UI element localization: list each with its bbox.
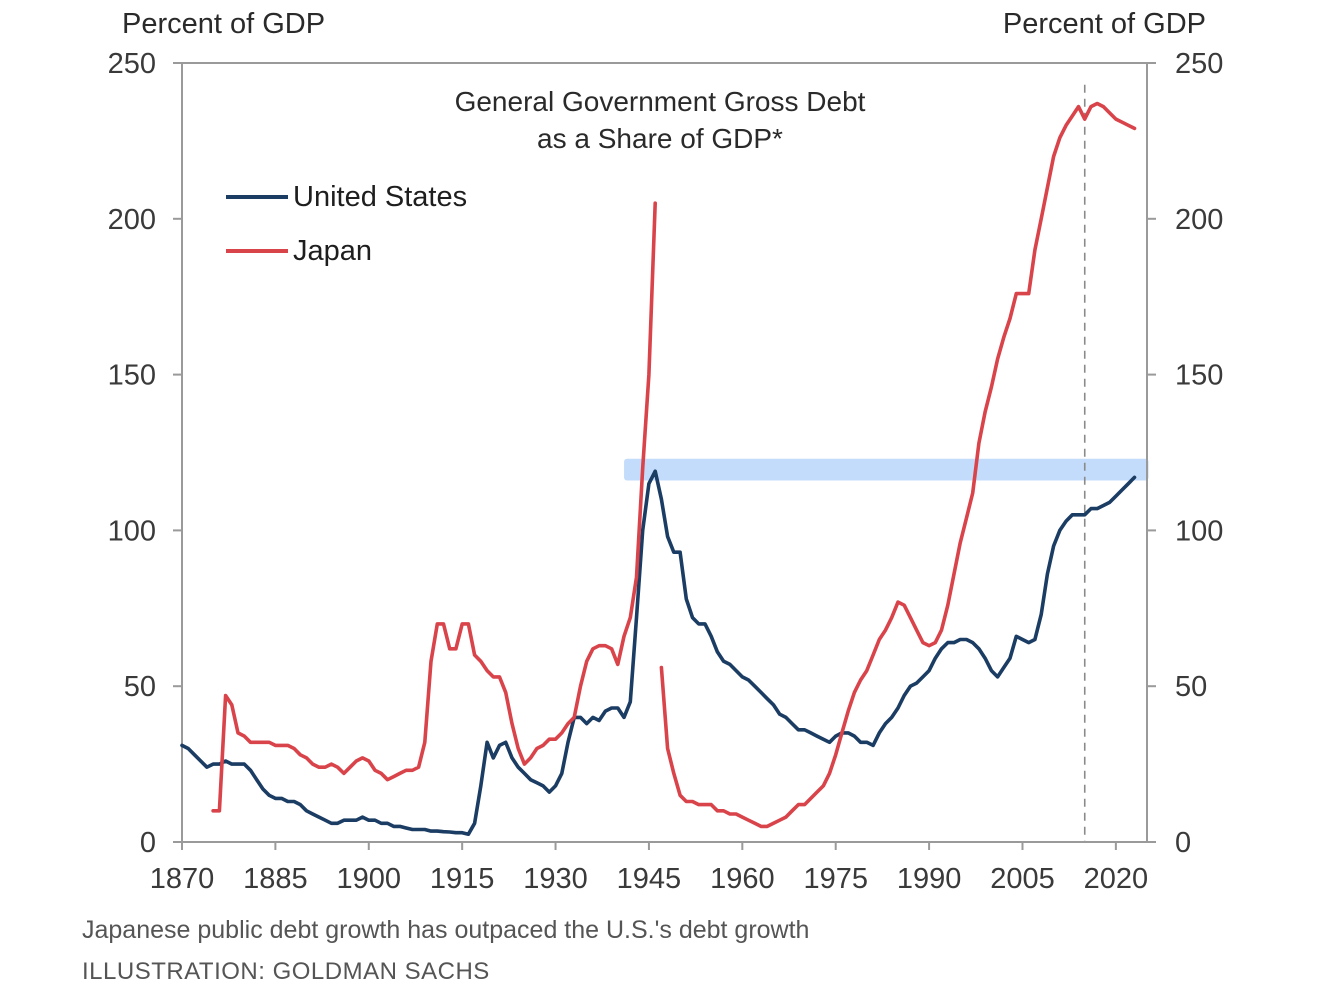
x-tick-label: 1930: [523, 863, 588, 895]
x-tick-label: 1960: [710, 863, 775, 895]
y-tick-label-left: 150: [108, 360, 156, 392]
x-tick-label: 1900: [337, 863, 402, 895]
highlight-band: [624, 458, 1149, 481]
y-tick-label-left: 100: [108, 515, 156, 547]
y-tick-label-right: 50: [1175, 671, 1207, 703]
y-tick-label-right: 250: [1175, 48, 1223, 80]
legend-japan-label: Japan: [293, 235, 372, 267]
x-tick-label: 1870: [150, 863, 215, 895]
chart-title-line1: General Government Gross Debt: [455, 86, 866, 117]
x-tick-label: 2005: [990, 863, 1055, 895]
x-tick-label: 1975: [803, 863, 868, 895]
y-tick-label-left: 200: [108, 204, 156, 236]
x-tick-label: 2020: [1084, 863, 1149, 895]
chart-title-line2: as a Share of GDP*: [537, 123, 783, 154]
x-tick-label: 1945: [617, 863, 682, 895]
y-axis-label-right: Percent of GDP: [1003, 8, 1206, 40]
y-tick-label-left: 0: [140, 827, 156, 859]
legend-us-label: United States: [293, 181, 467, 213]
y-tick-label-left: 50: [124, 671, 156, 703]
y-tick-label-right: 100: [1175, 515, 1223, 547]
y-tick-label-left: 250: [108, 48, 156, 80]
y-tick-label-right: 200: [1175, 204, 1223, 236]
x-tick-label: 1990: [897, 863, 962, 895]
y-axis-label-left: Percent of GDP: [122, 8, 325, 40]
figure-credit: ILLUSTRATION: GOLDMAN SACHS: [82, 958, 490, 985]
y-tick-label-right: 150: [1175, 360, 1223, 392]
series-line-japan-segment-1: [211, 201, 657, 813]
figure-caption: Japanese public debt growth has outpaced…: [82, 916, 810, 944]
y-tick-label-right: 0: [1175, 827, 1191, 859]
series-line-japan-segment-2: [659, 101, 1137, 829]
series-line-us-segment-1: [180, 469, 1137, 836]
x-tick-label: 1885: [243, 863, 308, 895]
x-tick-label: 1915: [430, 863, 495, 895]
